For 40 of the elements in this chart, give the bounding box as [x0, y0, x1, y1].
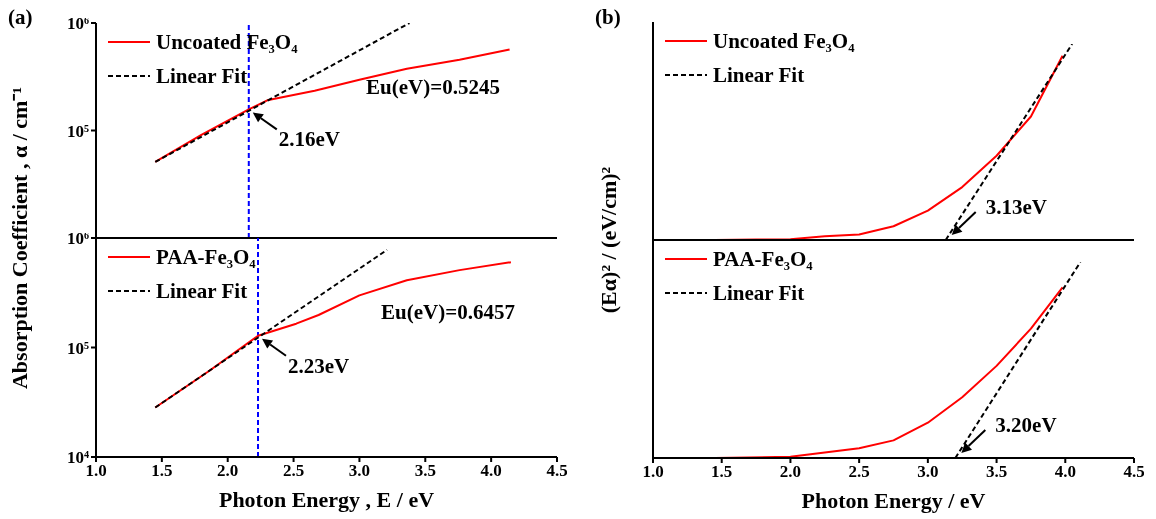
text: (a) [8, 5, 33, 30]
text: (b) [595, 5, 621, 30]
x-tick-label: 3.0 [348, 461, 371, 481]
x-axis-title: Photon Energy , E / eV [217, 487, 436, 513]
y-tick-label: 10⁵ [66, 121, 89, 141]
x-tick-label: 1.5 [151, 461, 173, 481]
annotation: 2.16eV [278, 127, 341, 153]
y-axis-title: Absorption Coefficient , α / cm⁻¹ [6, 86, 33, 390]
legend-label: Uncoated Fe₃O₄ [713, 28, 855, 54]
x-tick-label: 2.5 [848, 462, 870, 482]
x-tick-label: 1.0 [85, 461, 107, 481]
x-tick-label: 1.5 [711, 462, 733, 482]
legend-label: Linear Fit [156, 63, 248, 89]
x-axis-title: Photon Energy / eV [800, 488, 987, 514]
y-tick-label: 10⁶ [66, 14, 89, 34]
x-tick-label: 3.0 [917, 462, 939, 482]
legend-label: Uncoated Fe₃O₄ [156, 29, 298, 55]
annotation: Eu(eV)=0.6457 [381, 300, 515, 325]
x-tick-label: 4.0 [480, 461, 502, 481]
legend-label: Linear Fit [713, 280, 805, 306]
legend-label: PAA-Fe₃O₄ [713, 246, 813, 272]
legend-label: Linear Fit [713, 62, 805, 88]
x-tick-label: 1.0 [642, 462, 664, 482]
x-tick-label: 4.5 [546, 461, 568, 481]
annotation: 3.13eV [985, 195, 1047, 220]
legend-label: Linear Fit [156, 278, 248, 304]
x-tick-label: 3.5 [414, 461, 436, 481]
y-tick-label: 10⁶ [66, 229, 89, 249]
annotation: 2.23eV [288, 353, 350, 379]
x-tick-label: 4.0 [1054, 462, 1076, 482]
x-tick-label: 2.0 [779, 462, 802, 482]
x-tick-label: 3.5 [985, 462, 1008, 482]
y-axis-title: (Eα)² / (eV/cm)² [596, 166, 622, 314]
x-tick-label: 4.5 [1123, 462, 1145, 482]
legend-label: PAA-Fe₃O₄ [156, 244, 256, 270]
x-tick-label: 2.0 [217, 461, 239, 481]
x-tick-label: 2.5 [282, 461, 305, 481]
annotation: 3.20eV [995, 413, 1057, 438]
y-tick-label: 10⁵ [66, 338, 89, 358]
annotation: Eu(eV)=0.5245 [366, 75, 500, 100]
